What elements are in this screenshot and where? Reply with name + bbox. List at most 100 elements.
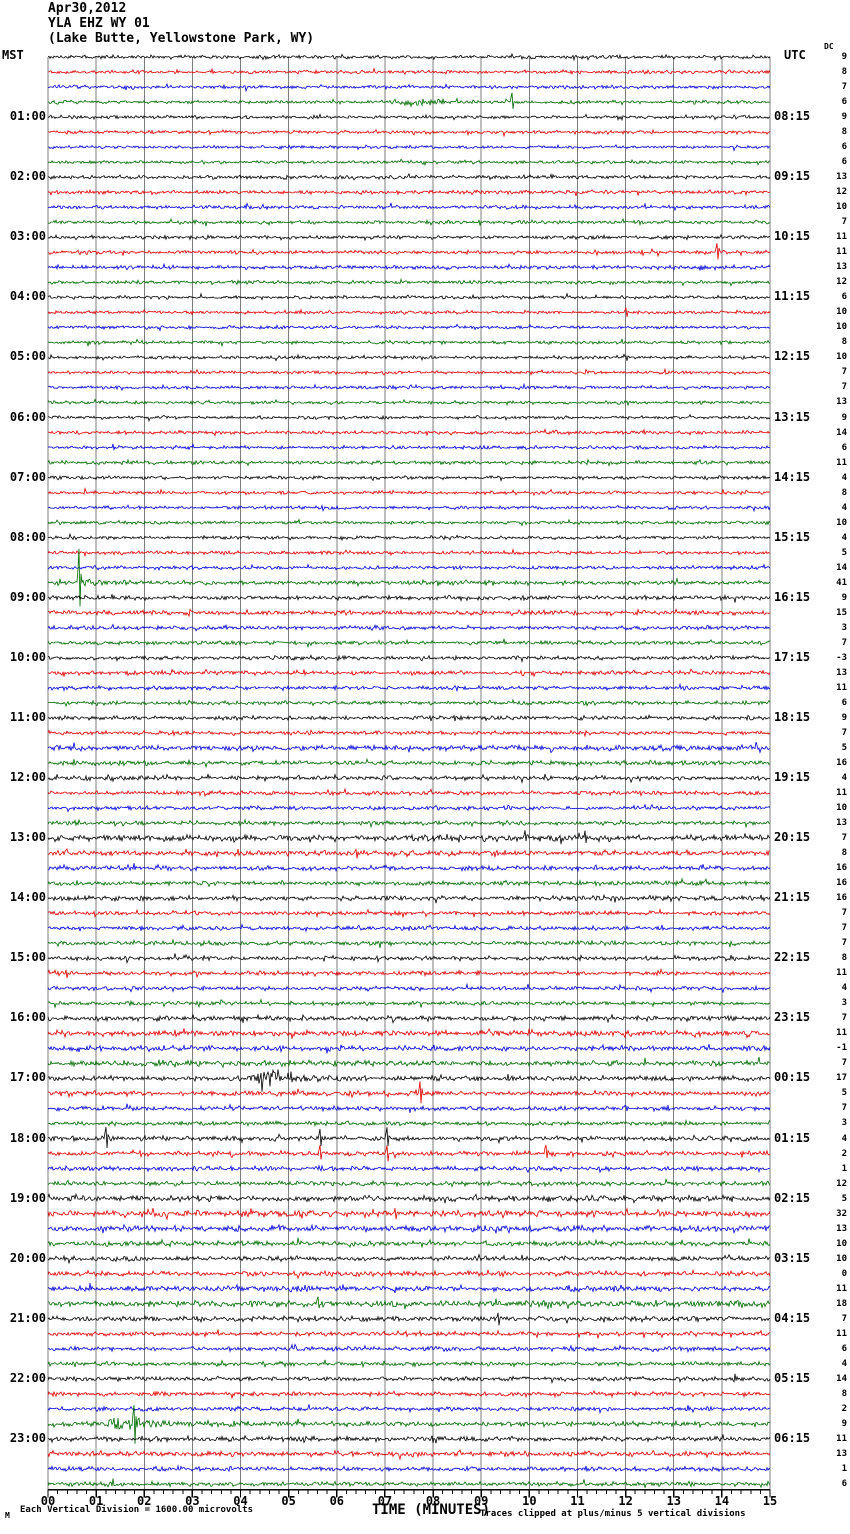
dc-offset-value: 4 <box>841 983 847 994</box>
utc-hour-label: 19:15 <box>774 770 811 784</box>
dc-offset-value: 5 <box>841 1088 847 1099</box>
seismogram-trace <box>47 243 771 260</box>
dc-offset-value: -3 <box>836 652 847 663</box>
seismogram-trace <box>47 113 771 122</box>
seismogram-trace <box>47 306 771 318</box>
dc-offset-value: 9 <box>841 712 847 723</box>
x-axis-tick-label: 08 <box>425 1494 441 1508</box>
dc-offset-value: 7 <box>841 1103 847 1114</box>
seismogram-trace <box>47 938 771 948</box>
dc-offset-value: 14 <box>836 427 847 438</box>
dc-offset-value: 2 <box>841 1403 847 1414</box>
dc-offset-value: 10 <box>836 803 847 814</box>
mst-hour-label: 22:00 <box>9 1370 46 1385</box>
dc-offset-value: 16 <box>836 863 847 874</box>
dc-offset-value: 10 <box>836 1238 847 1249</box>
mst-hour-label: 05:00 <box>9 349 46 364</box>
x-axis-tick-label: 12 <box>618 1494 633 1508</box>
dc-offset-value: 5 <box>841 742 847 753</box>
seismogram-trace <box>47 82 771 93</box>
seismogram-trace <box>47 654 771 664</box>
mst-hour-label: 12:00 <box>9 770 46 784</box>
utc-hour-label: 05:15 <box>774 1370 811 1385</box>
seismogram-trace <box>47 863 771 873</box>
trace-group <box>47 52 771 1489</box>
seismogram-trace <box>47 1127 771 1149</box>
seismogram-trace <box>47 1013 771 1024</box>
utc-hour-label: 02:15 <box>774 1190 811 1205</box>
seismogram-trace <box>47 803 771 813</box>
utc-hour-label: 04:15 <box>774 1310 811 1325</box>
seismogram-trace <box>47 158 771 167</box>
seismogram-trace <box>47 923 771 933</box>
dc-offset-value: 4 <box>841 472 847 483</box>
seismogram-trace <box>47 1144 771 1162</box>
mst-hour-label: 15:00 <box>9 950 46 965</box>
seismogram-trace <box>47 848 771 859</box>
dc-offset-value: 6 <box>841 442 847 453</box>
dc-offset-value: 10 <box>836 202 847 213</box>
seismogram-trace <box>47 398 771 407</box>
utc-hour-label: 12:15 <box>774 349 811 364</box>
dc-offset-value: 11 <box>836 247 847 258</box>
dc-offset-value: 9 <box>841 592 847 603</box>
mst-hour-label: 07:00 <box>9 469 46 484</box>
seismogram-trace <box>47 787 771 798</box>
seismogram-trace <box>47 92 771 109</box>
dc-offset-value: 11 <box>836 1283 847 1294</box>
seismogram-trace <box>47 1282 771 1294</box>
seismogram-trace <box>47 982 771 994</box>
seismogram-trace <box>47 682 771 693</box>
utc-hour-label: 00:15 <box>774 1070 811 1085</box>
seismogram-trace <box>48 1343 771 1354</box>
dc-offset-value: 0 <box>841 1268 847 1279</box>
dc-offset-value: 13 <box>836 667 847 678</box>
seismogram-trace <box>47 52 771 62</box>
seismogram-trace <box>47 1103 771 1113</box>
dc-offset-value: 11 <box>836 682 847 693</box>
x-axis-tick-label: 13 <box>666 1494 681 1508</box>
seismogram-trace <box>47 338 771 347</box>
seismogram-trace <box>47 1068 771 1092</box>
seismogram-trace <box>47 1043 771 1054</box>
seismogram-trace <box>47 967 771 979</box>
mst-hour-label: 21:00 <box>9 1310 46 1325</box>
dc-offset-value: 4 <box>841 1358 847 1369</box>
seismogram-trace <box>47 907 771 919</box>
seismogram-trace <box>47 830 771 845</box>
seismogram-trace <box>47 1464 771 1473</box>
dc-offset-value: 8 <box>841 1388 847 1399</box>
dc-offset-value: 11 <box>836 968 847 979</box>
mst-hour-label: 04:00 <box>9 289 46 304</box>
dc-offset-value: 16 <box>836 878 847 889</box>
seismogram-trace <box>47 413 771 422</box>
dc-offset-value: 11 <box>836 788 847 799</box>
seismogram-trace <box>47 893 771 904</box>
dc-offset-value: 16 <box>836 757 847 768</box>
mst-hour-label: 17:00 <box>9 1070 46 1085</box>
seismogram-trace <box>47 668 771 678</box>
seismogram-trace <box>47 233 771 242</box>
mst-hour-label: 11:00 <box>9 709 46 724</box>
dc-offset-value: 17 <box>836 1073 847 1084</box>
seismogram-trace <box>47 1056 771 1069</box>
seismogram-trace <box>47 428 771 437</box>
utc-hour-label: 08:15 <box>774 109 811 124</box>
dc-offset-value: 6 <box>841 697 847 708</box>
utc-hour-label: 06:15 <box>774 1430 811 1445</box>
utc-hour-label: 11:15 <box>774 289 811 304</box>
dc-offset-value: 5 <box>841 547 847 558</box>
utc-hour-label: 22:15 <box>774 950 811 965</box>
utc-hour-label: 23:15 <box>774 1010 811 1025</box>
seismogram-trace <box>47 1164 771 1174</box>
utc-hour-label: 17:15 <box>774 649 811 664</box>
dc-offset-value: 18 <box>836 1298 847 1309</box>
dc-offset-value: 12 <box>836 1178 847 1189</box>
corner-glyph: M <box>5 1511 10 1520</box>
seismogram-trace <box>47 172 771 181</box>
station-id: YLA EHZ WY 01 <box>48 16 150 31</box>
seismogram-trace <box>47 188 771 197</box>
dc-offset-value: 6 <box>841 97 847 108</box>
dc-offset-value: 4 <box>841 1133 847 1144</box>
dc-offset-value: 1 <box>841 1163 847 1174</box>
